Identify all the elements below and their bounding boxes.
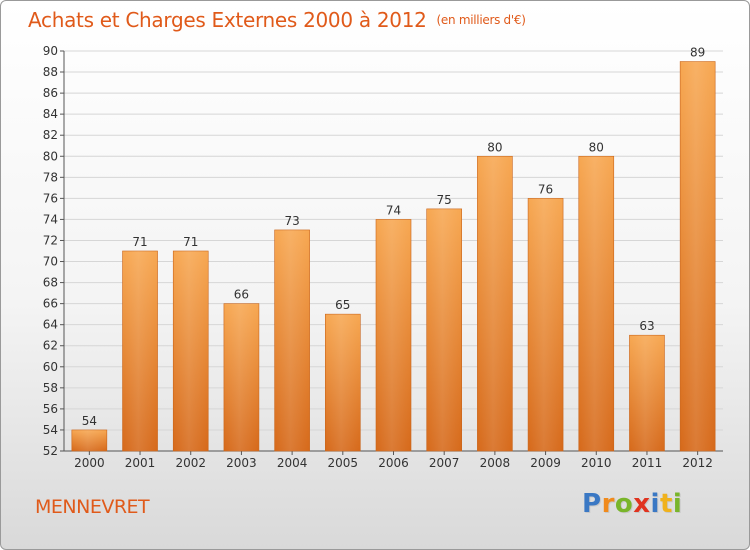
bar-value-label: 80	[589, 140, 604, 154]
bar-value-label: 71	[132, 235, 147, 249]
bar-highlight	[274, 229, 310, 451]
logo-letter: x	[633, 489, 651, 519]
y-tick-label: 66	[43, 297, 58, 311]
y-tick-label: 82	[43, 128, 58, 142]
logo-letter: i	[650, 489, 660, 519]
bar-value-label: 89	[690, 46, 705, 60]
y-tick-label: 88	[43, 65, 58, 79]
chart-title-text: Achats et Charges Externes 2000 à 2012	[28, 8, 427, 32]
bar-value-label: 63	[639, 319, 654, 333]
bar-highlight	[426, 208, 462, 451]
bar-highlight	[680, 61, 716, 452]
chart-title: Achats et Charges Externes 2000 à 2012 (e…	[28, 8, 526, 32]
bar-highlight	[477, 156, 513, 451]
y-tick-label: 70	[43, 255, 58, 269]
chart-unit: (en milliers d'€)	[436, 13, 526, 27]
bar-value-label: 80	[487, 140, 502, 154]
x-tick-label: 2003	[226, 456, 257, 470]
bar-highlight	[122, 251, 158, 451]
logo-letter: o	[614, 489, 634, 519]
x-tick-label: 2006	[378, 456, 409, 470]
y-tick-label: 76	[43, 191, 58, 205]
y-tick-label: 52	[43, 444, 58, 458]
x-tick-label: 2000	[74, 456, 105, 470]
x-tick-label: 2011	[632, 456, 663, 470]
bars	[71, 61, 716, 452]
logo-letter: i	[672, 489, 683, 519]
y-tick-label: 72	[43, 233, 58, 247]
bar-value-label: 71	[183, 235, 198, 249]
y-tick-label: 86	[43, 86, 58, 100]
commune-name: MENNEVRET	[35, 496, 150, 518]
x-tick-label: 2008	[480, 456, 511, 470]
y-tick-label: 56	[43, 402, 58, 416]
y-tick-label: 68	[43, 276, 58, 290]
y-tick-label: 62	[43, 339, 58, 353]
bar-highlight	[629, 335, 665, 451]
bar-value-label: 54	[82, 414, 97, 428]
bar-highlight	[71, 429, 107, 451]
x-tick-label: 2005	[328, 456, 359, 470]
bar-highlight	[325, 314, 361, 451]
bar-highlight	[223, 303, 259, 451]
bar-value-label: 76	[538, 182, 553, 196]
y-tick-label: 58	[43, 381, 58, 395]
x-tick-label: 2012	[682, 456, 713, 470]
x-tick-label: 2004	[277, 456, 308, 470]
y-tick-label: 90	[43, 44, 58, 58]
y-tick-label: 84	[43, 107, 58, 121]
bar-highlight	[578, 156, 614, 451]
y-tick-label: 80	[43, 149, 58, 163]
bar-highlight	[528, 198, 564, 451]
data-labels: 54 71 71 66 73 65 74 75 80 76 80 63 89	[82, 46, 706, 428]
x-tick-label: 2010	[581, 456, 612, 470]
y-tick-label: 60	[43, 360, 58, 374]
bar-value-label: 66	[234, 288, 249, 302]
y-tick-label: 74	[43, 212, 58, 226]
x-tick-label: 2001	[125, 456, 156, 470]
bar-highlight	[173, 251, 209, 451]
x-tick-label: 2002	[175, 456, 206, 470]
y-tick-label: 78	[43, 170, 58, 184]
bar-value-label: 74	[386, 203, 401, 217]
bar-value-label: 73	[284, 214, 299, 228]
x-tick-label: 2009	[530, 456, 561, 470]
y-tick-label: 64	[43, 318, 58, 332]
logo-letter: t	[659, 489, 673, 519]
logo-letter: P	[582, 489, 602, 519]
logo-letter: r	[601, 489, 615, 519]
bar-highlight	[376, 219, 411, 451]
proxiti-logo: Proxiti	[582, 489, 682, 519]
bar-value-label: 65	[335, 298, 350, 312]
bar-value-label: 75	[437, 193, 452, 207]
x-tick-label: 2007	[429, 456, 460, 470]
y-tick-label: 54	[43, 423, 58, 437]
